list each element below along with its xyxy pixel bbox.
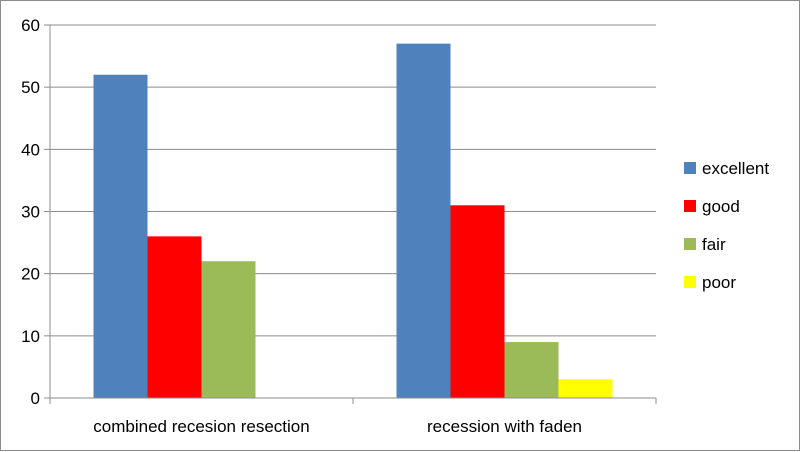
bar-poor-1 (558, 379, 613, 398)
legend: excellent good fair poor (684, 159, 769, 292)
category-label: combined recesion resection (93, 417, 309, 436)
legend-swatch-fair (684, 238, 696, 250)
bar-excellent-1 (396, 43, 451, 399)
bars (93, 43, 613, 399)
y-tick-label: 60 (21, 16, 40, 35)
bar-good-1 (450, 205, 505, 398)
bar-fair-0 (201, 261, 256, 398)
legend-swatch-poor (684, 276, 696, 288)
legend-swatch-excellent (684, 162, 696, 174)
legend-swatch-good (684, 200, 696, 212)
y-tick-label: 0 (31, 389, 40, 408)
x-axis-labels: combined recesion resection recession wit… (93, 417, 582, 436)
bar-good-0 (147, 236, 202, 398)
legend-label-poor: poor (702, 273, 736, 292)
bar-excellent-0 (93, 74, 148, 398)
axes (49, 25, 657, 404)
y-tick-label: 50 (21, 78, 40, 97)
y-tick-label: 30 (21, 203, 40, 222)
legend-label-excellent: excellent (702, 159, 769, 178)
bar-fair-1 (504, 342, 559, 398)
category-label: recession with faden (427, 417, 582, 436)
legend-label-fair: fair (702, 235, 726, 254)
y-axis-ticks: 0 10 20 30 40 50 60 (21, 16, 50, 408)
y-tick-label: 20 (21, 265, 40, 284)
legend-label-good: good (702, 197, 740, 216)
y-tick-label: 40 (21, 140, 40, 159)
y-tick-label: 10 (21, 327, 40, 346)
